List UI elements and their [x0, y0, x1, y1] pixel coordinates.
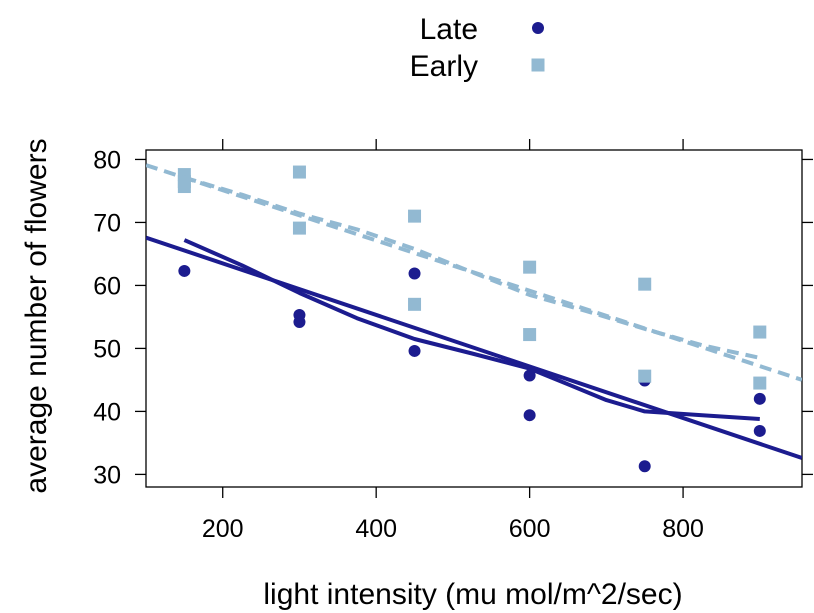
- smooth-curve-early: [183, 175, 761, 360]
- point-early: [638, 369, 652, 383]
- smooth-curve-late: [183, 238, 760, 421]
- point-late: [753, 424, 766, 437]
- point-late: [638, 460, 651, 473]
- point-early: [292, 165, 306, 179]
- y-axis-label: average number of flowers: [20, 138, 53, 493]
- legend-label-late: Late: [420, 13, 478, 46]
- y-tick-label: 80: [93, 146, 121, 174]
- point-early: [408, 209, 422, 223]
- x-tick-label: 400: [355, 515, 397, 543]
- point-early: [753, 325, 767, 339]
- point-early: [292, 221, 306, 235]
- legend-key-early: [531, 58, 545, 72]
- y-tick-label: 40: [93, 398, 121, 426]
- legend: Late Early: [410, 13, 545, 83]
- point-early: [177, 180, 191, 194]
- point-late: [293, 315, 306, 328]
- x-tick-label: 200: [202, 515, 244, 543]
- point-late: [753, 392, 766, 405]
- y-tick-label: 50: [93, 335, 121, 363]
- point-early: [753, 376, 767, 390]
- y-tick-label: 30: [93, 461, 121, 489]
- point-early: [523, 260, 537, 274]
- point-late: [408, 267, 421, 280]
- point-early: [523, 328, 537, 342]
- x-axis: 200 400 600 800: [202, 139, 704, 543]
- y-axis: 30 40 50 60 70 80: [93, 146, 813, 489]
- plot-area: [145, 149, 803, 488]
- x-tick-label: 600: [509, 515, 551, 543]
- legend-label-early: Early: [410, 50, 478, 83]
- point-late: [523, 409, 536, 422]
- fit-line-late: [146, 235, 802, 460]
- series-early: [146, 163, 802, 390]
- x-tick-label: 800: [662, 515, 704, 543]
- y-tick-label: 60: [93, 272, 121, 300]
- point-late: [178, 264, 191, 277]
- y-tick-label: 70: [93, 209, 121, 237]
- point-early: [638, 277, 652, 291]
- point-late: [408, 344, 421, 357]
- point-late: [523, 369, 536, 382]
- x-axis-label: light intensity (mu mol/m^2/sec): [263, 578, 682, 611]
- legend-key-late: [532, 22, 544, 34]
- point-early: [408, 297, 422, 311]
- plot-border: [145, 149, 803, 488]
